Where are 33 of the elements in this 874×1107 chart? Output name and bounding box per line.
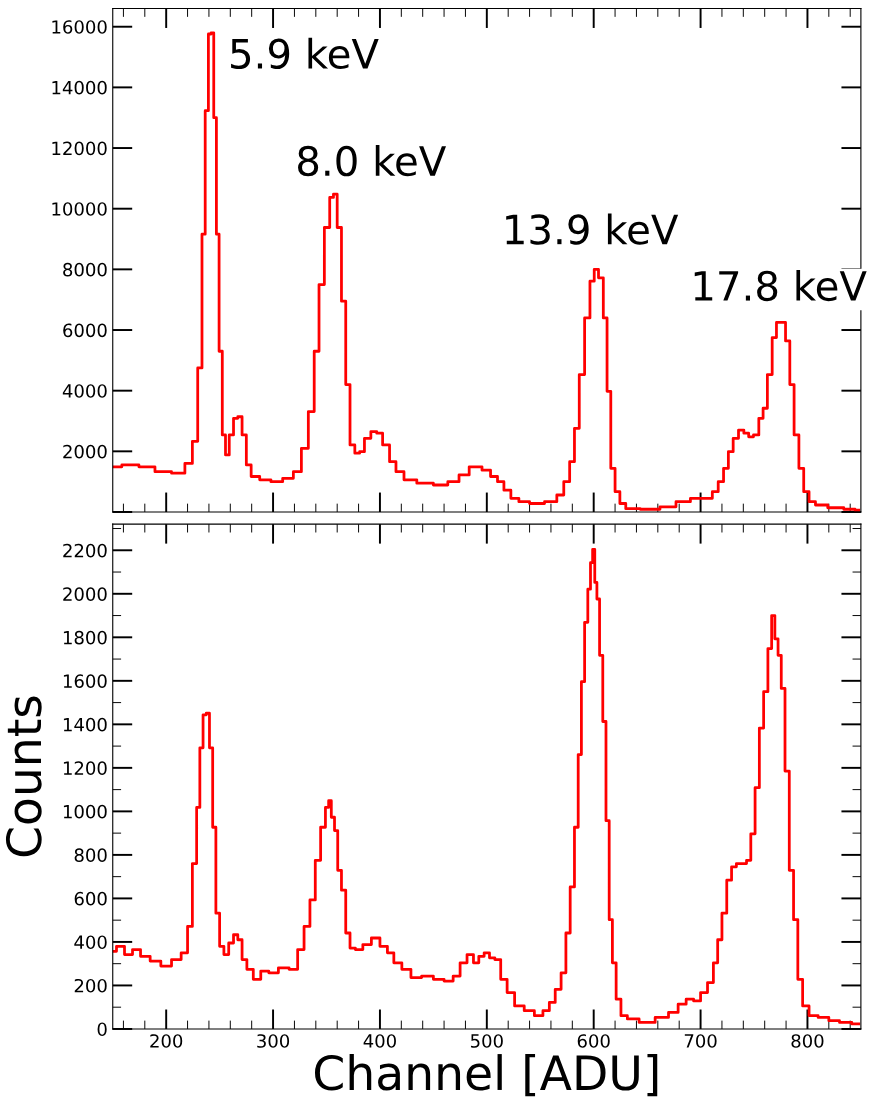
y-axis-title: Counts [5,696,42,857]
x-tick-label: 500 [470,1034,503,1048]
x-tick-label: 400 [363,1034,396,1048]
y-tick-label: 2200 [63,543,107,558]
y-tick-label: 14000 [52,80,107,95]
y-tick-label: 6000 [63,323,107,338]
x-tick-label: 800 [791,1034,824,1048]
y-tick-label: 1800 [63,630,107,645]
y-tick-label: 1400 [63,717,107,732]
y-tick-label: 10000 [52,202,107,216]
x-tick-label: 300 [257,1034,290,1048]
y-tick-label: 1000 [63,804,107,819]
x-tick-label: 600 [577,1034,610,1048]
y-tick-label: 4000 [62,384,107,398]
y-tick-label: 2000 [63,587,107,601]
y-tick-label: 8000 [63,262,107,277]
y-tick-label: 1600 [63,674,107,688]
annotation: 8.0 keV [298,145,447,177]
y-tick-label: 1200 [63,761,107,775]
x-axis-title: Channel [ADU] [314,1054,658,1097]
y-tick-label: 2000 [63,444,107,459]
y-tick-label: 200 [74,978,107,993]
y-tick-label: 16000 [52,20,107,34]
annotation: 13.9 keV [506,213,679,245]
y-tick-label: 600 [74,891,107,906]
x-tick-label: 200 [150,1034,183,1048]
y-tick-label: 400 [74,935,107,950]
y-tick-label: 0 [97,1022,107,1037]
annotation: 17.8 keV [694,269,867,302]
x-tick-label: 700 [684,1034,717,1048]
y-tick-label: 12000 [52,141,107,156]
annotation: 5.9 keV [231,37,379,70]
y-tick-label: 800 [74,848,107,863]
